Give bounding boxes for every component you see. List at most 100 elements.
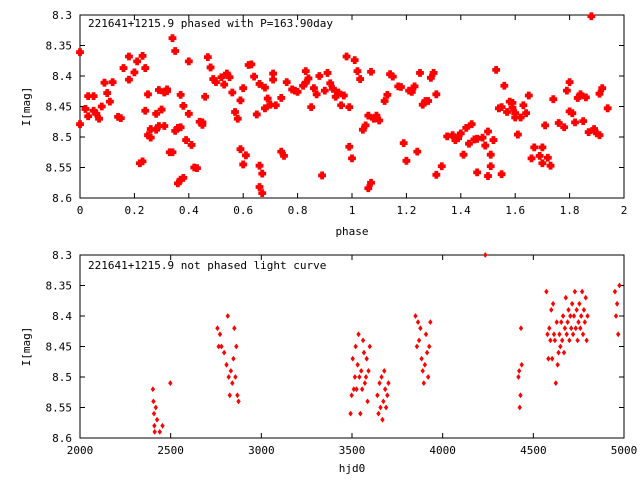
y-tick-label: 8.3 xyxy=(52,249,72,262)
x-tick-label: 4000 xyxy=(429,444,456,457)
data-point xyxy=(519,101,528,110)
data-point xyxy=(230,380,235,386)
data-point xyxy=(514,130,522,139)
data-point xyxy=(559,337,565,344)
data-point xyxy=(345,103,354,112)
data-point xyxy=(584,128,593,137)
data-point xyxy=(261,104,269,113)
data-point xyxy=(380,97,389,105)
data-point xyxy=(418,325,423,332)
data-point xyxy=(312,90,321,99)
data-point xyxy=(517,368,522,374)
data-point xyxy=(416,69,424,77)
data-point xyxy=(356,331,361,338)
y-tick-label: 8.6 xyxy=(52,432,72,445)
data-point xyxy=(375,392,380,399)
data-point xyxy=(478,133,487,142)
data-point xyxy=(416,337,422,344)
data-point xyxy=(549,95,558,104)
data-point xyxy=(565,319,570,325)
data-point xyxy=(576,90,585,99)
x-tick-label: 2 xyxy=(621,204,628,217)
data-point xyxy=(367,67,375,76)
data-point xyxy=(193,164,201,173)
data-point xyxy=(500,81,509,90)
x-tick-label: 0.6 xyxy=(233,204,253,217)
data-point xyxy=(583,294,588,301)
x-axis-label: hjd0 xyxy=(339,462,366,475)
data-point xyxy=(415,319,421,325)
y-tick-label: 8.45 xyxy=(46,341,73,354)
data-point xyxy=(345,142,354,151)
data-point xyxy=(570,331,576,338)
data-point xyxy=(553,380,558,386)
data-point xyxy=(239,160,248,169)
data-point xyxy=(282,78,291,86)
data-point xyxy=(443,132,452,141)
data-point xyxy=(356,75,365,83)
data-point xyxy=(568,109,577,118)
data-point xyxy=(421,380,426,386)
data-point xyxy=(359,368,364,374)
y-tick-label: 8.45 xyxy=(46,101,73,114)
data-point xyxy=(519,361,524,368)
data-point xyxy=(423,331,429,338)
data-point xyxy=(277,94,286,102)
data-point xyxy=(383,386,388,393)
data-point xyxy=(150,386,156,393)
data-point xyxy=(76,48,84,57)
data-point xyxy=(224,361,229,368)
y-axis-label: I[mag] xyxy=(20,327,33,367)
data-point xyxy=(363,374,369,380)
data-point xyxy=(574,307,579,313)
data-point xyxy=(329,84,337,93)
data-point xyxy=(566,307,571,313)
data-point xyxy=(358,410,363,417)
data-point xyxy=(106,97,114,106)
x-tick-label: 0.4 xyxy=(179,204,199,217)
data-point xyxy=(227,392,232,399)
data-point xyxy=(414,343,420,350)
data-point xyxy=(378,404,383,411)
data-point xyxy=(569,300,575,307)
data-point xyxy=(568,313,573,319)
data-point xyxy=(233,374,238,380)
x-tick-label: 1.6 xyxy=(505,204,525,217)
data-point xyxy=(562,86,571,95)
data-point xyxy=(365,398,370,405)
data-point xyxy=(377,380,382,386)
data-point xyxy=(221,349,227,356)
data-point xyxy=(348,410,353,417)
data-point xyxy=(617,282,622,289)
data-point xyxy=(234,343,239,350)
data-point xyxy=(337,101,346,110)
data-point xyxy=(239,84,248,93)
data-point xyxy=(184,109,193,118)
data-point xyxy=(527,154,536,163)
data-point xyxy=(547,325,552,332)
data-point xyxy=(381,398,386,405)
data-point xyxy=(168,148,177,157)
data-point xyxy=(584,337,589,344)
data-point xyxy=(357,374,362,380)
data-point xyxy=(577,300,582,307)
data-point xyxy=(530,143,539,152)
data-point xyxy=(564,331,569,338)
data-point xyxy=(198,120,207,129)
data-points xyxy=(76,12,612,198)
data-point xyxy=(367,343,372,350)
x-tick-label: 5000 xyxy=(611,444,638,457)
data-point xyxy=(364,184,373,193)
data-point xyxy=(361,349,367,356)
data-point xyxy=(382,368,387,374)
data-point xyxy=(402,156,411,165)
data-point xyxy=(236,96,245,105)
data-point xyxy=(160,422,165,429)
data-point xyxy=(151,398,156,405)
data-point xyxy=(232,325,237,332)
data-point xyxy=(554,319,559,325)
data-point xyxy=(95,114,103,123)
data-point xyxy=(116,114,125,122)
y-tick-label: 8.6 xyxy=(52,192,72,205)
